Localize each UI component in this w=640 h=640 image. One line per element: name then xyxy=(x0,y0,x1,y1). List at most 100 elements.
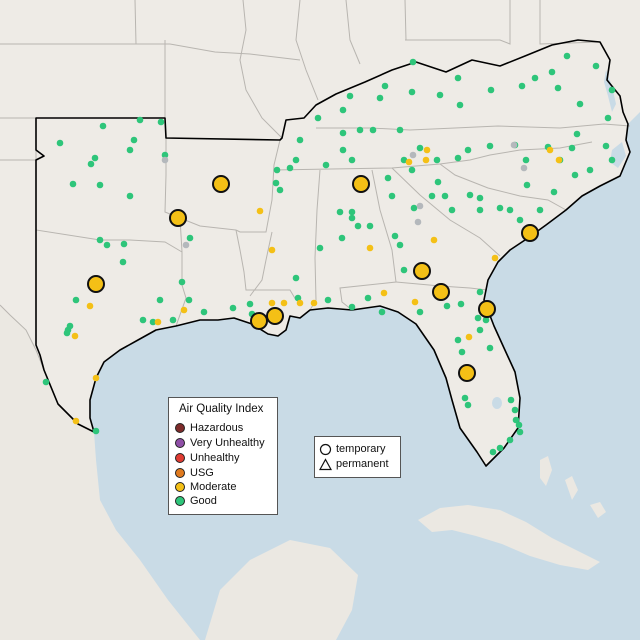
good-site-marker xyxy=(443,302,451,310)
good-site-marker xyxy=(576,100,584,108)
temporary-moderate-site-marker xyxy=(478,300,496,318)
temporary-moderate-site-marker xyxy=(458,364,476,382)
good-site-marker xyxy=(474,314,482,322)
good-site-marker xyxy=(69,180,77,188)
good-site-marker xyxy=(336,208,344,216)
good-site-marker xyxy=(354,222,362,230)
good-site-marker xyxy=(396,241,404,249)
good-site-marker xyxy=(388,192,396,200)
good-site-marker xyxy=(454,336,462,344)
moderate-swatch-icon xyxy=(175,482,185,492)
moderate-site-marker xyxy=(465,333,473,341)
hazardous-swatch-icon xyxy=(175,423,185,433)
good-site-marker xyxy=(42,378,50,386)
temporary-moderate-site-marker xyxy=(169,209,187,227)
good-site-marker xyxy=(482,316,490,324)
good-site-marker xyxy=(476,288,484,296)
good-site-marker xyxy=(486,344,494,352)
good-site-marker xyxy=(87,160,95,168)
good-site-marker xyxy=(72,296,80,304)
good-site-marker xyxy=(185,296,193,304)
good-site-marker xyxy=(489,448,497,456)
good-site-marker xyxy=(408,88,416,96)
permanent-label: permanent xyxy=(336,458,389,470)
good-site-marker xyxy=(364,294,372,302)
aqi-legend-title: Air Quality Index xyxy=(179,403,264,415)
cuba-landmass xyxy=(418,505,600,570)
bahamas-island xyxy=(590,502,606,518)
legend-item-hazardous: Hazardous xyxy=(175,421,243,435)
good-site-marker xyxy=(464,401,472,409)
good-site-marker xyxy=(246,300,254,308)
good-site-marker xyxy=(516,216,524,224)
good-site-marker xyxy=(161,151,169,159)
good-site-marker xyxy=(316,244,324,252)
moderate-site-marker xyxy=(310,299,318,307)
temporary-moderate-site-marker xyxy=(413,262,431,280)
good-site-marker xyxy=(496,444,504,452)
good-site-marker xyxy=(339,106,347,114)
legend-item-temporary: temporary xyxy=(319,442,386,456)
moderate-site-marker xyxy=(491,254,499,262)
moderate-site-marker xyxy=(546,146,554,154)
legend-item-moderate: Moderate xyxy=(175,480,236,494)
no-data-site-marker xyxy=(510,141,518,149)
circle-icon xyxy=(319,443,332,455)
good-site-marker xyxy=(586,166,594,174)
good-site-marker xyxy=(314,114,322,122)
good-site-marker xyxy=(548,68,556,76)
good-site-marker xyxy=(563,52,571,60)
good-site-marker xyxy=(348,303,356,311)
good-site-marker xyxy=(157,118,165,126)
yucatan-landmass xyxy=(205,540,358,640)
moderate-site-marker xyxy=(280,299,288,307)
moderate-site-marker xyxy=(405,158,413,166)
good-site-marker xyxy=(511,406,519,414)
good-site-marker xyxy=(400,266,408,274)
moderate-site-marker xyxy=(296,299,304,307)
good-site-marker xyxy=(456,101,464,109)
aqi-legend: Air Quality Index Hazardous Very Unhealt… xyxy=(168,397,278,515)
good-site-marker xyxy=(476,206,484,214)
good-site-marker xyxy=(130,136,138,144)
good-site-marker xyxy=(56,139,64,147)
good-site-marker xyxy=(515,421,523,429)
good-site-marker xyxy=(573,130,581,138)
good-site-marker xyxy=(457,300,465,308)
moderate-site-marker xyxy=(86,302,94,310)
good-site-marker xyxy=(409,58,417,66)
temporary-moderate-site-marker xyxy=(250,312,268,330)
good-site-marker xyxy=(433,156,441,164)
good-site-marker xyxy=(441,192,449,200)
good-site-marker xyxy=(506,436,514,444)
good-site-marker xyxy=(604,114,612,122)
moderate-site-marker xyxy=(72,417,80,425)
good-site-marker xyxy=(458,348,466,356)
good-site-marker xyxy=(119,258,127,266)
legend-item-usg: USG xyxy=(175,466,214,480)
good-site-marker xyxy=(571,171,579,179)
temporary-moderate-site-marker xyxy=(521,224,539,242)
moderate-site-marker xyxy=(366,244,374,252)
good-site-marker xyxy=(200,308,208,316)
good-site-marker xyxy=(523,181,531,189)
legend-item-unhealthy: Unhealthy xyxy=(175,451,240,465)
good-site-marker xyxy=(434,178,442,186)
unhealthy-swatch-icon xyxy=(175,453,185,463)
good-site-marker xyxy=(464,146,472,154)
legend-label: Hazardous xyxy=(190,422,244,434)
good-site-marker xyxy=(416,308,424,316)
lake-okeechobee xyxy=(492,397,502,409)
good-site-marker xyxy=(531,74,539,82)
good-site-marker xyxy=(149,318,157,326)
moderate-site-marker xyxy=(268,246,276,254)
good-site-marker xyxy=(522,156,530,164)
good-site-marker xyxy=(518,82,526,90)
good-site-marker xyxy=(366,222,374,230)
good-site-marker xyxy=(454,154,462,162)
good-site-marker xyxy=(63,329,71,337)
legend-label: Moderate xyxy=(190,481,237,493)
good-site-marker xyxy=(292,274,300,282)
good-site-marker xyxy=(169,316,177,324)
